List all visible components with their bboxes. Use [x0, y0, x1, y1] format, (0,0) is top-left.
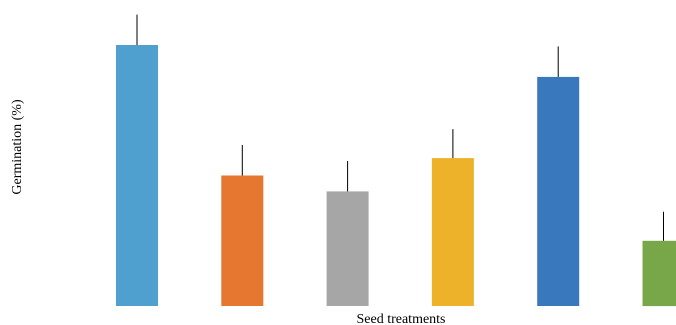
y-axis-label: Germination (%): [10, 99, 25, 195]
bar-3: [326, 191, 369, 306]
bar-2: [221, 175, 264, 306]
bars-group: [116, 45, 676, 307]
x-axis-label: Seed treatments: [356, 312, 445, 325]
bar-4: [431, 158, 474, 306]
bar-5: [537, 76, 580, 307]
bar-6: [642, 240, 676, 307]
bar-1: [116, 45, 158, 306]
error-bars-group: [136, 14, 664, 241]
